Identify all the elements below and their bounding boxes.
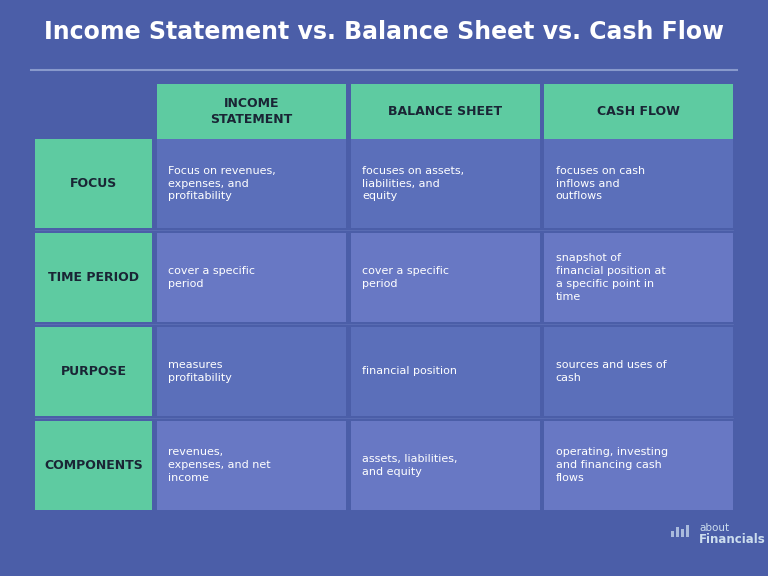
FancyBboxPatch shape (545, 327, 733, 416)
Text: financial position: financial position (362, 366, 457, 376)
Text: assets, liabilities,
and equity: assets, liabilities, and equity (362, 454, 458, 476)
FancyBboxPatch shape (676, 527, 679, 537)
Text: CASH FLOW: CASH FLOW (598, 105, 680, 118)
FancyBboxPatch shape (350, 233, 540, 322)
Text: focuses on assets,
liabilities, and
equity: focuses on assets, liabilities, and equi… (362, 166, 464, 202)
FancyBboxPatch shape (35, 233, 152, 322)
Text: focuses on cash
inflows and
outflows: focuses on cash inflows and outflows (556, 166, 645, 202)
Text: snapshot of
financial position at
a specific point in
time: snapshot of financial position at a spec… (556, 253, 665, 302)
FancyBboxPatch shape (35, 139, 152, 228)
FancyBboxPatch shape (350, 139, 540, 228)
FancyBboxPatch shape (157, 327, 346, 416)
FancyBboxPatch shape (545, 233, 733, 322)
Text: COMPONENTS: COMPONENTS (44, 458, 143, 472)
Text: Income Statement vs. Balance Sheet vs. Cash Flow: Income Statement vs. Balance Sheet vs. C… (44, 20, 724, 44)
FancyBboxPatch shape (350, 420, 540, 510)
Text: measures
profitability: measures profitability (168, 360, 232, 382)
Text: sources and uses of
cash: sources and uses of cash (556, 360, 667, 382)
Text: BALANCE SHEET: BALANCE SHEET (388, 105, 502, 118)
FancyBboxPatch shape (35, 420, 152, 510)
Text: operating, investing
and financing cash
flows: operating, investing and financing cash … (556, 448, 668, 483)
FancyBboxPatch shape (681, 529, 684, 537)
FancyBboxPatch shape (157, 233, 346, 322)
FancyBboxPatch shape (157, 139, 346, 228)
FancyBboxPatch shape (157, 84, 346, 139)
FancyBboxPatch shape (545, 139, 733, 228)
Text: cover a specific
period: cover a specific period (168, 266, 255, 289)
Text: FOCUS: FOCUS (70, 177, 117, 190)
FancyBboxPatch shape (350, 327, 540, 416)
FancyBboxPatch shape (686, 525, 689, 537)
Text: PURPOSE: PURPOSE (61, 365, 127, 378)
Text: about: about (699, 522, 729, 533)
Text: cover a specific
period: cover a specific period (362, 266, 449, 289)
FancyBboxPatch shape (671, 531, 674, 537)
FancyBboxPatch shape (545, 420, 733, 510)
Text: TIME PERIOD: TIME PERIOD (48, 271, 139, 284)
FancyBboxPatch shape (35, 327, 152, 416)
Text: revenues,
expenses, and net
income: revenues, expenses, and net income (168, 448, 271, 483)
FancyBboxPatch shape (545, 84, 733, 139)
FancyBboxPatch shape (350, 84, 540, 139)
Text: Focus on revenues,
expenses, and
profitability: Focus on revenues, expenses, and profita… (168, 166, 276, 202)
Text: Financials: Financials (699, 533, 766, 546)
FancyBboxPatch shape (157, 420, 346, 510)
Text: INCOME
STATEMENT: INCOME STATEMENT (210, 97, 293, 126)
